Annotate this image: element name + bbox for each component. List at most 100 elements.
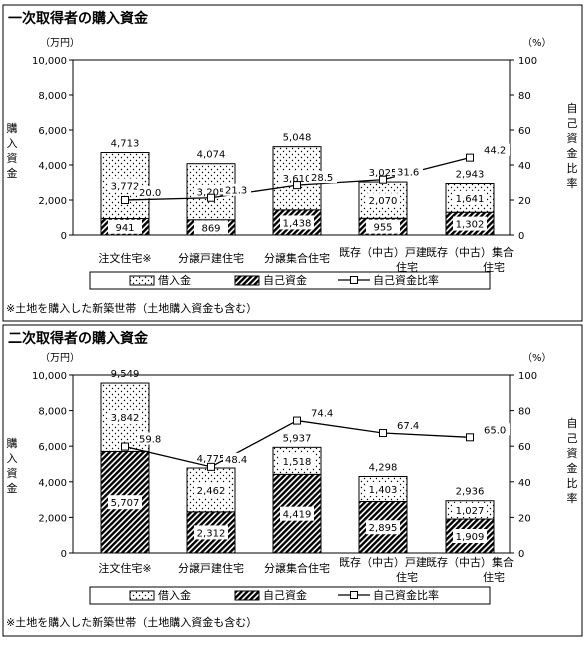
panel-frame xyxy=(2,324,583,637)
ratio-value-label: 28.5 xyxy=(311,173,333,184)
ratio-value-label: 65.0 xyxy=(484,425,506,436)
right-tick-label: 40 xyxy=(518,161,531,172)
total-value-label: 3,025 xyxy=(369,168,398,179)
legend-label-ratio: 自己資金比率 xyxy=(373,588,439,602)
legend-swatch-own-funds xyxy=(234,590,260,601)
total-value-label: 2,936 xyxy=(456,487,485,498)
total-value-label: 4,298 xyxy=(369,462,398,473)
own-funds-value-label: 2,312 xyxy=(197,528,226,539)
right-tick-label: 0 xyxy=(518,549,524,560)
footnote: ※土地を購入した新築世帯（土地購入資金も含む） xyxy=(6,301,257,315)
right-tick-label: 40 xyxy=(518,478,531,489)
ratio-value-label: 48.4 xyxy=(225,455,247,466)
footnote: ※土地を購入した新築世帯（土地購入資金も含む） xyxy=(6,615,257,629)
right-tick-label: 80 xyxy=(518,91,531,102)
ratio-label-bg xyxy=(395,165,423,178)
category-label-line2: 住宅 xyxy=(483,570,505,584)
ratio-value-label: 74.4 xyxy=(311,409,333,420)
left-axis-unit: （万円） xyxy=(40,37,80,49)
ratio-point xyxy=(379,429,387,438)
left-tick-label: 4,000 xyxy=(38,478,67,489)
loan-label-bg xyxy=(108,178,142,193)
ratio-value-label: 21.3 xyxy=(225,186,247,197)
total-value-label: 9,549 xyxy=(111,369,140,380)
legend-marker-ratio xyxy=(350,591,358,599)
total-value-label: 4,074 xyxy=(197,150,226,161)
loan-value-label: 3,842 xyxy=(111,413,140,424)
ratio-label-bg xyxy=(482,423,510,436)
own-label-bg xyxy=(453,529,487,544)
ratio-point xyxy=(121,442,129,451)
own-label-bg xyxy=(366,520,400,535)
right-tick-label: 60 xyxy=(518,442,531,453)
left-axis-unit: （万円） xyxy=(40,352,80,364)
ratio-label-bg xyxy=(137,186,165,198)
right-axis-title: 自己資金比率 xyxy=(567,102,578,190)
chart-title: 一次取得者の購入資金 xyxy=(8,10,149,27)
category-label: 注文住宅※ xyxy=(98,561,151,575)
left-axis-title: 購入資金 xyxy=(7,436,18,495)
right-tick-label: 100 xyxy=(518,371,537,382)
loan-value-label: 3,205 xyxy=(197,188,226,199)
ratio-value-label: 59.8 xyxy=(139,435,161,446)
own-label-bg xyxy=(108,495,142,510)
total-value-label: 5,048 xyxy=(283,133,312,144)
legend-box xyxy=(89,271,491,290)
chart-panel-second-time-buyers: 二次取得者の購入資金（万円） （%）購入資金自己資金比率02,0004,0006,… xyxy=(2,324,583,637)
right-tick-label: 20 xyxy=(518,513,531,524)
left-tick-label: 2,000 xyxy=(38,196,67,207)
loan-label-bg xyxy=(108,410,142,425)
ratio-label-bg xyxy=(309,406,337,419)
category-label-line2: 住宅 xyxy=(483,260,505,274)
legend-label-loan: 借入金 xyxy=(158,273,191,287)
loan-label-bg xyxy=(280,171,314,186)
left-tick-label: 6,000 xyxy=(38,126,67,137)
own-label-bg xyxy=(280,506,314,521)
left-tick-label: 2,000 xyxy=(38,513,67,524)
ratio-point xyxy=(379,175,387,184)
ratio-label-bg xyxy=(137,432,165,445)
loan-label-bg xyxy=(453,190,487,205)
own-label-bg xyxy=(194,525,228,540)
own-label-bg xyxy=(366,219,400,234)
loan-label-bg xyxy=(280,453,314,468)
left-tick-label: 10,000 xyxy=(32,56,67,67)
category-label: 既存（中古）集合 xyxy=(426,555,514,569)
own-label-bg xyxy=(280,215,314,230)
ratio-value-label: 44.2 xyxy=(484,146,506,157)
legend-label-ratio: 自己資金比率 xyxy=(373,273,439,287)
left-tick-label: 8,000 xyxy=(38,91,67,102)
left-tick-label: 4,000 xyxy=(38,161,67,172)
left-tick-label: 6,000 xyxy=(38,442,67,453)
legend-swatch-loan xyxy=(129,275,155,286)
legend-swatch-loan xyxy=(129,590,155,601)
category-label: 既存（中古）集合 xyxy=(426,245,514,259)
panel-frame xyxy=(2,4,583,322)
total-value-label: 4,713 xyxy=(111,139,140,150)
ratio-label-bg xyxy=(223,452,251,465)
own-funds-value-label: 2,895 xyxy=(369,523,398,534)
legend-label-own-funds: 自己資金 xyxy=(263,588,307,602)
own-funds-value-label: 1,438 xyxy=(283,218,312,229)
loan-value-label: 1,403 xyxy=(369,485,398,496)
right-axis-unit: （%） xyxy=(522,352,552,364)
loan-label-bg xyxy=(194,184,228,199)
ratio-label-bg xyxy=(309,171,337,184)
loan-value-label: 2,070 xyxy=(369,196,398,207)
category-label: 注文住宅※ xyxy=(98,251,151,265)
total-value-label: 2,943 xyxy=(456,169,485,180)
own-label-bg xyxy=(108,219,142,234)
ratio-point xyxy=(293,416,301,425)
ratio-point xyxy=(293,181,301,190)
loan-value-label: 1,518 xyxy=(283,457,312,468)
legend-box xyxy=(89,586,491,605)
legend-label-own-funds: 自己資金 xyxy=(263,273,307,287)
ratio-point xyxy=(121,196,129,204)
ratio-value-label: 67.4 xyxy=(397,421,419,432)
category-label: 分譲戸建住宅 xyxy=(178,251,244,265)
own-funds-value-label: 5,707 xyxy=(111,498,140,509)
ratio-point xyxy=(466,433,474,442)
category-label: 分譲戸建住宅 xyxy=(178,561,244,575)
total-value-label: 5,937 xyxy=(283,433,312,444)
